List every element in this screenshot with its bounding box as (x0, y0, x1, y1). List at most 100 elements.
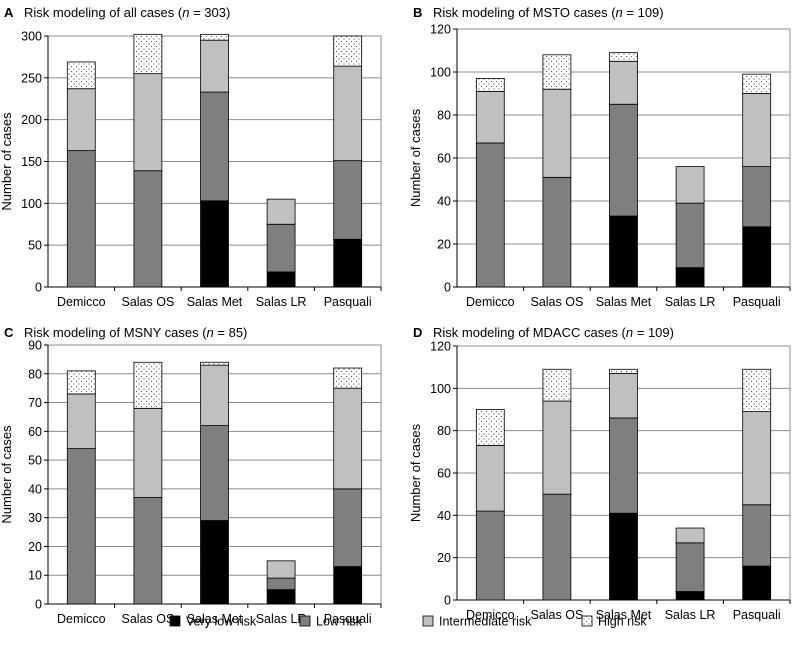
y-tick-label: 100 (21, 197, 42, 211)
legend-swatch (422, 615, 434, 627)
y-tick-label: 80 (437, 424, 451, 438)
y-axis-title: Number of cases (0, 425, 14, 524)
legend-label: High risk (598, 615, 647, 629)
y-tick-label: 200 (21, 113, 42, 127)
bar-segment-intermediate (66, 393, 96, 449)
legend-item-intermediate: Intermediate risk (422, 615, 532, 629)
y-tick-label: 0 (444, 594, 451, 608)
y-tick-label: 0 (35, 281, 42, 295)
y-tick-label: 0 (444, 281, 451, 295)
x-tick-label: Salas LR (256, 295, 307, 309)
panel-letter: C (4, 325, 14, 340)
y-tick-label: 10 (28, 569, 42, 583)
bar-segment-high (200, 33, 229, 41)
panel-title: Risk modeling of MSTO cases (n = 109) (433, 5, 664, 20)
y-tick-label: 70 (28, 396, 42, 410)
x-tick-label: Pasquali (733, 295, 781, 309)
panel-title-text: Risk modeling of all cases ( (24, 5, 183, 20)
bar-segment-very-low (675, 591, 705, 601)
bar-segment-low (742, 504, 772, 567)
bar-segment-intermediate (542, 400, 572, 495)
panel-title-n-symbol: n (207, 325, 214, 340)
bar-segment-high (542, 368, 572, 402)
y-tick-label: 20 (437, 238, 451, 252)
bar-segment-low (675, 202, 705, 269)
y-tick-label: 0 (35, 598, 42, 612)
bar-segment-very-low (333, 566, 363, 605)
x-tick-label: Demicco (466, 295, 515, 309)
y-tick-label: 80 (28, 367, 42, 381)
legend-item-low: Low risk (299, 615, 363, 629)
x-tick-label: Salas Met (187, 612, 243, 626)
bar-segment-intermediate (609, 60, 638, 105)
y-tick-label: 150 (21, 155, 42, 169)
x-tick-label: Pasquali (324, 612, 372, 626)
panel-title: Risk modeling of all cases (n = 303) (24, 5, 230, 20)
bar-segment-low (542, 493, 572, 601)
x-tick-label: Salas Met (187, 295, 243, 309)
bar-segment-intermediate (266, 560, 296, 579)
bar-segment-low (475, 510, 505, 601)
bar-segment-low (475, 142, 505, 288)
bar-segment-very-low (266, 271, 296, 288)
x-tick-label: Salas OS (121, 612, 174, 626)
panel-letter: D (413, 325, 422, 340)
bar-segment-very-low (333, 238, 363, 288)
y-tick-label: 60 (437, 467, 451, 481)
bar-segment-high (475, 78, 505, 92)
x-tick-label: Pasquali (733, 608, 781, 622)
bar-segment-intermediate (133, 407, 163, 498)
x-tick-label: Salas LR (665, 608, 716, 622)
bar-segment-intermediate (133, 73, 163, 172)
chart-panel-a: A Risk modeling of all cases (n = 303) 0 50… (0, 5, 382, 309)
y-tick-label: 120 (430, 23, 451, 37)
panel-title-n-value: = 85) (214, 325, 248, 340)
legend-label: Intermediate risk (439, 615, 532, 629)
bar-segment-high (742, 73, 772, 94)
y-tick-label: 100 (430, 382, 451, 396)
bar-segment-low (66, 448, 96, 605)
bar-segment-intermediate (200, 364, 229, 426)
bar-segment-low (742, 166, 772, 228)
y-tick-label: 50 (28, 454, 42, 468)
y-tick-label: 80 (437, 109, 451, 123)
bar-segment-low (333, 488, 363, 567)
bar-segment-intermediate (200, 39, 229, 93)
bar-segment-low (133, 170, 163, 288)
bar-segment-low (609, 417, 638, 514)
x-tick-label: Salas Met (596, 608, 652, 622)
panel-title-text: Risk modeling of MSTO cases ( (433, 5, 616, 20)
legend-swatch (581, 615, 593, 627)
x-tick-label: Demicco (57, 612, 106, 626)
panel-title: Risk modeling of MSNY cases (n = 85) (24, 325, 247, 340)
panel-title-n-value: = 109) (633, 325, 674, 340)
bar-segment-intermediate (675, 166, 705, 204)
bar-segment-very-low (609, 215, 638, 288)
bar-segment-high (200, 361, 229, 366)
bar-segment-low (266, 223, 296, 273)
bar-segment-very-low (200, 520, 229, 605)
x-tick-label: Demicco (57, 295, 106, 309)
bar-segment-very-low (742, 226, 772, 288)
bar-segment-intermediate (333, 387, 363, 490)
bar-segment-very-low (266, 589, 296, 605)
legend-swatch (299, 615, 311, 627)
legend: Very low risk Low risk Intermediate risk Hi… (169, 615, 647, 629)
panel-title-n-value: = 303) (189, 5, 230, 20)
bar-segment-very-low (675, 267, 705, 288)
panel-title: Risk modeling of MDACC cases (n = 109) (433, 325, 674, 340)
bar-segment-low (66, 150, 96, 288)
bar-segment-low (266, 577, 296, 591)
bar-segment-intermediate (66, 88, 96, 152)
bar-segment-very-low (200, 200, 229, 288)
y-tick-label: 40 (437, 509, 451, 523)
y-tick-label: 60 (437, 152, 451, 166)
y-tick-label: 50 (28, 239, 42, 253)
bar-segment-high (333, 367, 363, 389)
panel-title-n-symbol: n (626, 325, 633, 340)
bar-segment-high (66, 61, 96, 90)
x-tick-label: Salas OS (530, 608, 583, 622)
bar-segment-intermediate (742, 93, 772, 167)
bar-segment-intermediate (475, 90, 505, 144)
